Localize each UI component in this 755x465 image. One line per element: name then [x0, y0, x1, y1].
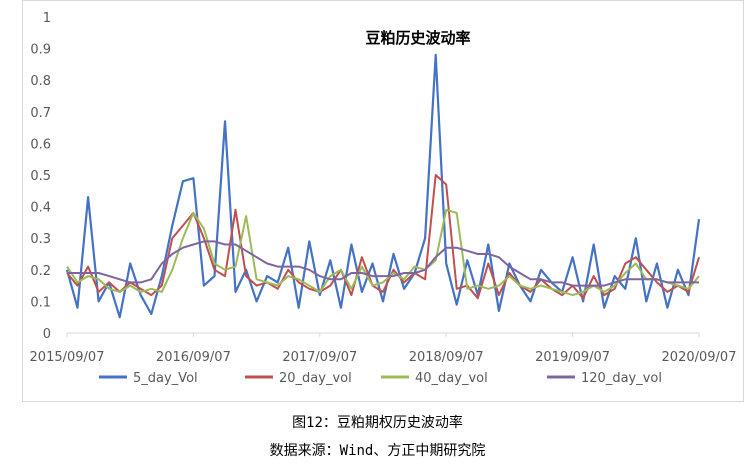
chart-frame: 豆粕历史波动率 0 0.1 0.2 0.3 0.4 0.5 0.6 0.7 0.8 0.9 1 20…	[22, 0, 744, 402]
series-line-20-day-vol	[66, 174, 700, 300]
y-tick-label: 1	[43, 11, 51, 26]
x-tick-label: 2016/09/07	[156, 350, 231, 365]
x-tick-label: 2018/09/07	[409, 350, 484, 365]
y-tick-label: 0.6	[30, 137, 51, 152]
legend-label: 20_day_vol	[279, 371, 352, 386]
data-source: 数据来源：Wind、方正中期研究院	[269, 443, 486, 459]
y-tick-label: 0.5	[30, 169, 51, 184]
y-tick-label: 0.2	[30, 264, 51, 279]
series-lines	[65, 53, 701, 319]
series-line-120-day-vol	[67, 240, 699, 287]
x-tick-label: 2020/09/07	[662, 350, 737, 365]
y-tick-label: 0.1	[30, 295, 51, 310]
chart-title: 豆粕历史波动率	[365, 29, 470, 47]
legend-label: 120_day_vol	[581, 371, 662, 386]
y-tick-label: 0.8	[30, 74, 51, 89]
y-tick-label: 0.7	[30, 106, 51, 121]
series-line-5-day-vol	[65, 53, 701, 319]
figure-caption: 图12：豆粕期权历史波动率	[292, 415, 463, 431]
chart-svg: 豆粕历史波动率 0 0.1 0.2 0.3 0.4 0.5 0.6 0.7 0.8 0.9 1 20…	[30, 11, 737, 386]
x-axis-ticks: 2015/09/07 2016/09/07 2017/09/07 2018/09/07…	[30, 333, 737, 365]
y-tick-label: 0.9	[30, 43, 51, 58]
legend: 5_day_Vol 20_day_vol 40_day_vol 120_day_vol	[99, 371, 662, 386]
x-tick-label: 2017/09/07	[282, 350, 357, 365]
legend-label: 5_day_Vol	[133, 371, 198, 386]
y-tick-label: 0	[43, 327, 51, 342]
x-tick-label: 2019/09/07	[535, 350, 610, 365]
legend-label: 40_day_vol	[415, 371, 488, 386]
y-tick-label: 0.3	[30, 232, 51, 247]
y-axis-ticks: 0 0.1 0.2 0.3 0.4 0.5 0.6 0.7 0.8 0.9 1	[30, 11, 51, 342]
x-tick-label: 2015/09/07	[30, 350, 105, 365]
y-tick-label: 0.4	[30, 201, 51, 216]
